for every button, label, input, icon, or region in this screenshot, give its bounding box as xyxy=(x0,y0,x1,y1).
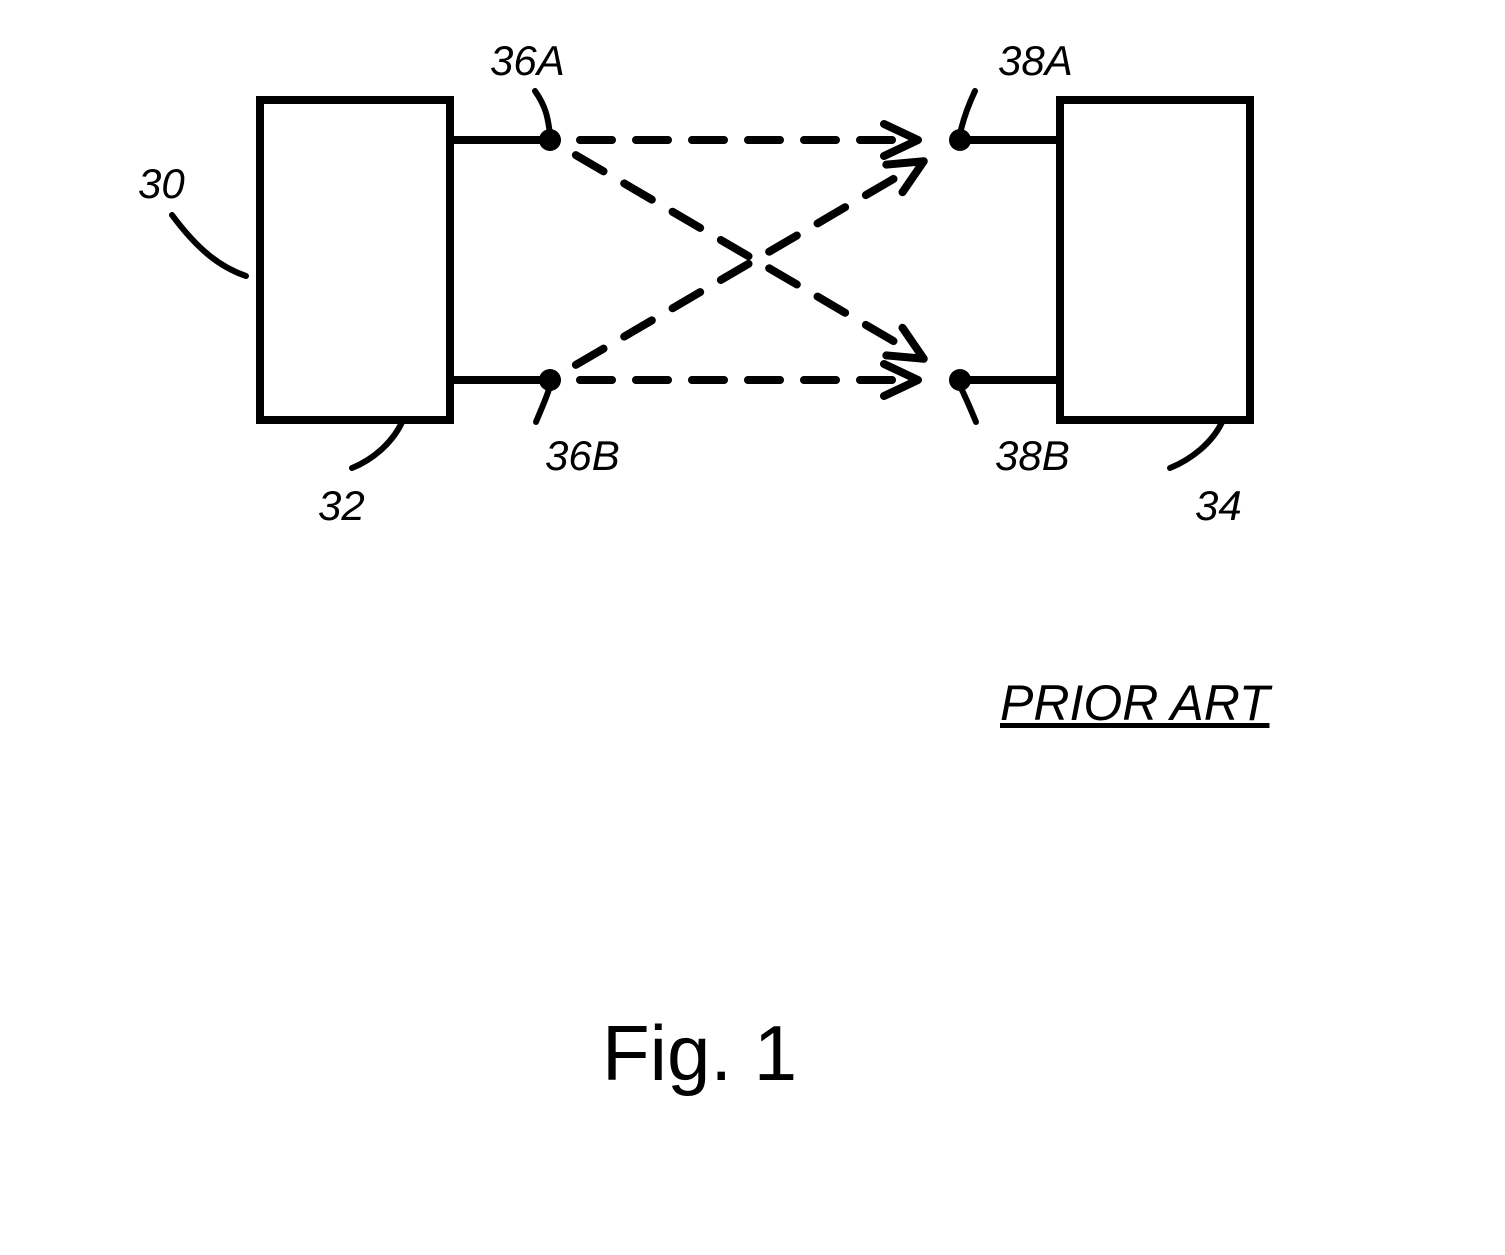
callout-leader-30 xyxy=(172,215,246,276)
arrow-top-bot xyxy=(576,155,908,350)
callout-label-30: 30 xyxy=(138,160,185,207)
arrow-bot-top xyxy=(576,170,908,365)
prior-art-label: PRIOR ART xyxy=(1000,675,1273,731)
callout-label-36A: 36A xyxy=(490,37,565,84)
callout-label-36B: 36B xyxy=(545,432,620,479)
diagram-canvas: 30 32 34 36A 36B 38A 38B PRIOR ART Fig. 1 xyxy=(0,0,1505,1255)
figure-caption: Fig. 1 xyxy=(602,1009,797,1097)
right-block xyxy=(1060,100,1250,420)
callout-label-38B: 38B xyxy=(995,432,1070,479)
callout-label-38A: 38A xyxy=(998,37,1073,84)
callout-leader-32 xyxy=(352,420,403,468)
callout-leader-38A xyxy=(960,91,975,134)
callout-leader-36B xyxy=(536,386,550,422)
callout-label-32: 32 xyxy=(318,482,365,529)
callout-leader-34 xyxy=(1170,420,1223,468)
callout-leader-36A xyxy=(535,91,550,134)
callout-leader-38B xyxy=(960,386,976,422)
left-block xyxy=(260,100,450,420)
callout-label-34: 34 xyxy=(1195,482,1242,529)
